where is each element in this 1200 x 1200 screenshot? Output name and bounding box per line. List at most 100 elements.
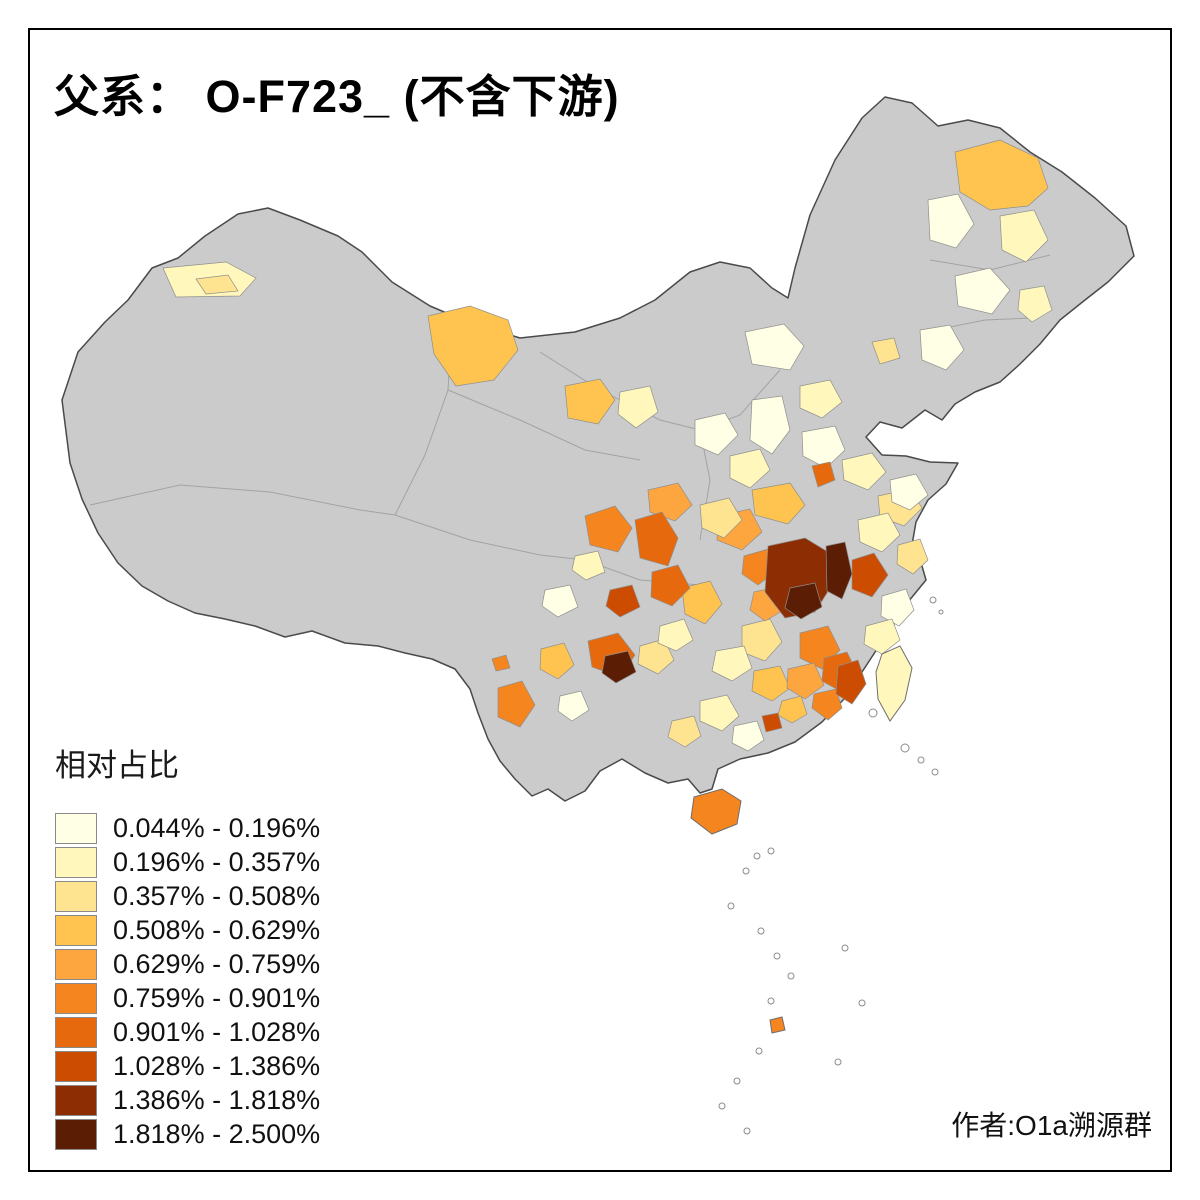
hainan-island-region xyxy=(690,788,742,835)
map-region xyxy=(195,274,239,295)
map-region xyxy=(699,694,740,732)
island-shape xyxy=(858,999,866,1007)
legend-item: 0.196% - 0.357% xyxy=(55,845,320,879)
island-shape xyxy=(733,1077,741,1085)
legend-swatch xyxy=(55,1118,97,1150)
map-region xyxy=(786,662,825,700)
legend-item: 1.818% - 2.500% xyxy=(55,1117,320,1151)
map-region xyxy=(571,550,606,581)
island-shape xyxy=(727,902,735,910)
map-region xyxy=(999,209,1049,263)
legend-label: 0.196% - 0.357% xyxy=(113,846,321,877)
map-region xyxy=(857,512,901,553)
legend-swatch xyxy=(55,948,97,980)
map-region xyxy=(851,552,889,598)
legend: 相对占比 0.044% - 0.196% 0.196% - 0.357% 0.3… xyxy=(55,740,320,1151)
small-islands xyxy=(718,596,944,1135)
legend-swatch xyxy=(55,880,97,912)
map-region xyxy=(871,337,901,365)
map-region xyxy=(841,452,887,491)
legend-label: 1.818% - 2.500% xyxy=(113,1118,321,1149)
map-region xyxy=(694,412,739,456)
island-shape xyxy=(834,1058,842,1066)
island-shape xyxy=(938,609,944,615)
legend-swatch xyxy=(55,1084,97,1116)
island-shape xyxy=(718,1102,726,1110)
map-region xyxy=(564,378,616,425)
map-region xyxy=(497,680,536,728)
legend-swatch xyxy=(55,1050,97,1082)
map-region xyxy=(729,448,771,489)
map-region xyxy=(650,564,691,607)
map-region xyxy=(731,720,765,752)
map-region xyxy=(751,665,791,702)
legend-label: 0.629% - 0.759% xyxy=(113,948,321,979)
map-region xyxy=(954,139,1049,211)
map-region xyxy=(617,385,659,429)
map-region xyxy=(863,618,901,655)
legend-item: 1.386% - 1.818% xyxy=(55,1083,320,1117)
map-region xyxy=(919,324,965,371)
map-region xyxy=(657,618,694,652)
legend-swatch xyxy=(55,1016,97,1048)
island-shape xyxy=(773,952,781,960)
legend-label: 1.028% - 1.386% xyxy=(113,1050,321,1081)
map-region xyxy=(811,461,836,488)
legend-item: 0.508% - 0.629% xyxy=(55,913,320,947)
island-shape xyxy=(900,743,910,753)
map-region xyxy=(681,580,723,625)
map-region xyxy=(711,645,753,682)
legend-label: 0.044% - 0.196% xyxy=(113,812,321,843)
legend-item: 0.044% - 0.196% xyxy=(55,811,320,845)
map-region xyxy=(799,379,843,419)
map-region xyxy=(699,497,743,539)
island-shape xyxy=(755,1047,763,1055)
legend-label: 0.357% - 0.508% xyxy=(113,880,321,911)
island-shape xyxy=(742,867,750,875)
taiwan-island-region xyxy=(875,645,913,722)
island-shape xyxy=(841,944,849,952)
island-shape xyxy=(767,847,775,855)
province-boundary xyxy=(934,317,1031,331)
map-region xyxy=(539,642,575,680)
map-region xyxy=(584,505,633,553)
map-region xyxy=(825,541,853,600)
legend-label: 0.508% - 0.629% xyxy=(113,914,321,945)
province-boundary xyxy=(394,514,586,561)
legend-swatch xyxy=(55,846,97,878)
author-credit: 作者:O1a溯源群 xyxy=(951,1110,1152,1141)
island-shape xyxy=(931,768,939,776)
map-region xyxy=(634,511,679,567)
legend-swatch xyxy=(55,812,97,844)
map-region xyxy=(749,395,791,455)
map-region xyxy=(647,482,693,522)
map-region xyxy=(811,688,843,721)
legend-item: 0.759% - 0.901% xyxy=(55,981,320,1015)
province-boundary xyxy=(89,484,396,516)
legend-item: 0.357% - 0.508% xyxy=(55,879,320,913)
map-region xyxy=(427,305,519,387)
map-region xyxy=(889,473,929,511)
legend-item: 0.901% - 1.028% xyxy=(55,1015,320,1049)
map-region xyxy=(541,584,579,618)
island-shape xyxy=(767,997,775,1005)
map-region xyxy=(744,323,805,371)
map-region xyxy=(880,588,915,627)
legend-label: 0.759% - 0.901% xyxy=(113,982,321,1013)
map-region xyxy=(769,1016,786,1034)
china-mainland-shape xyxy=(61,96,1135,802)
map-region xyxy=(927,193,975,249)
legend-swatch xyxy=(55,914,97,946)
island-shape xyxy=(868,708,878,718)
legend-label: 0.901% - 1.028% xyxy=(113,1016,321,1047)
map-region xyxy=(667,715,702,748)
island-shape xyxy=(929,596,937,604)
map-region xyxy=(751,482,806,525)
island-shape xyxy=(743,1127,751,1135)
island-shape xyxy=(917,756,925,764)
island-shape xyxy=(757,927,765,935)
map-region xyxy=(896,538,929,575)
map-region xyxy=(601,650,637,684)
legend-item: 0.629% - 0.759% xyxy=(55,947,320,981)
island-shape xyxy=(753,852,761,860)
